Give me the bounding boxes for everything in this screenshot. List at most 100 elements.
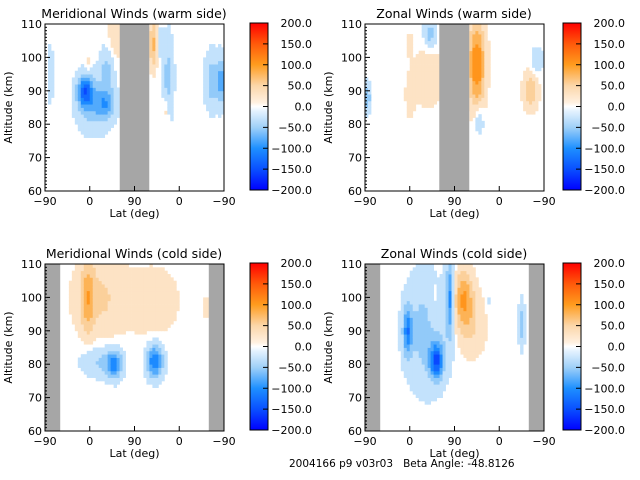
field-cell bbox=[427, 334, 432, 338]
field-cell bbox=[436, 57, 440, 62]
field-cell bbox=[415, 277, 420, 282]
field-cell bbox=[418, 314, 423, 318]
field-cell bbox=[143, 367, 147, 372]
field-cell bbox=[98, 314, 103, 318]
field-cell bbox=[92, 287, 97, 292]
field-cell bbox=[161, 374, 165, 378]
field-cell bbox=[472, 340, 476, 345]
field-cell bbox=[481, 50, 485, 55]
field-cell bbox=[104, 324, 109, 328]
field-cell bbox=[131, 314, 135, 318]
field-cell bbox=[116, 347, 120, 352]
field-cell bbox=[86, 320, 91, 325]
field-cell bbox=[218, 110, 222, 115]
field-cell bbox=[107, 330, 112, 335]
field-cell bbox=[104, 370, 109, 375]
field-cell bbox=[80, 354, 85, 358]
field-cell bbox=[463, 337, 467, 342]
field-cell bbox=[89, 340, 94, 345]
field-cell bbox=[436, 327, 440, 332]
field-cell bbox=[128, 287, 132, 292]
field-cell bbox=[460, 314, 464, 318]
field-cell bbox=[430, 30, 435, 35]
field-cell bbox=[98, 297, 103, 302]
field-cell bbox=[206, 104, 210, 108]
field-cell bbox=[415, 304, 420, 308]
field-cell bbox=[89, 77, 94, 82]
field-cell bbox=[92, 67, 97, 72]
field-cell bbox=[403, 340, 408, 345]
field-cell bbox=[520, 314, 524, 318]
field-cell bbox=[484, 77, 488, 82]
field-cell bbox=[409, 110, 414, 115]
field-cell bbox=[403, 330, 408, 335]
field-cell bbox=[161, 57, 165, 62]
field-cell bbox=[466, 310, 470, 315]
field-cell bbox=[430, 84, 435, 88]
field-cell bbox=[430, 304, 435, 308]
field-cell bbox=[475, 64, 479, 68]
field-cell bbox=[439, 284, 443, 288]
field-cell bbox=[107, 87, 112, 92]
field-cell bbox=[412, 377, 417, 382]
field-cell bbox=[448, 347, 452, 352]
field-cell bbox=[173, 280, 177, 285]
field-cell bbox=[517, 330, 521, 335]
field-cell bbox=[484, 334, 488, 338]
field-cell bbox=[161, 80, 165, 85]
field-cell bbox=[95, 327, 100, 332]
field-cell bbox=[221, 67, 225, 72]
field-cell bbox=[484, 57, 488, 62]
field-cell bbox=[77, 324, 82, 328]
x-tick-label: −90 bbox=[33, 435, 56, 448]
colorbar-tick-label: −100.0 bbox=[271, 382, 312, 395]
field-cell bbox=[167, 47, 171, 52]
field-cell bbox=[152, 277, 156, 282]
field-cell bbox=[427, 77, 432, 82]
field-cell bbox=[427, 300, 432, 305]
field-cell bbox=[215, 90, 219, 95]
field-cell bbox=[218, 50, 222, 55]
field-cell bbox=[158, 44, 162, 48]
field-cell bbox=[170, 80, 174, 85]
field-cell bbox=[457, 300, 461, 305]
field-cell bbox=[164, 357, 168, 362]
field-cell bbox=[451, 314, 455, 318]
field-cell bbox=[95, 360, 100, 365]
field-cell bbox=[152, 60, 156, 65]
field-cell bbox=[95, 70, 100, 75]
no-data-region bbox=[119, 24, 150, 191]
field-cell bbox=[535, 97, 539, 102]
field-cell bbox=[164, 284, 168, 288]
field-cell bbox=[116, 287, 120, 292]
field-cell bbox=[478, 334, 482, 338]
field-cell bbox=[430, 334, 435, 338]
field-cell bbox=[143, 374, 147, 378]
field-cell bbox=[143, 297, 147, 302]
field-cell bbox=[403, 367, 408, 372]
field-cell bbox=[469, 94, 473, 98]
field-cell bbox=[161, 44, 165, 48]
field-cell bbox=[164, 87, 168, 92]
field-cell bbox=[161, 37, 165, 42]
field-cell bbox=[457, 340, 461, 345]
field-cell bbox=[535, 94, 539, 98]
field-cell bbox=[98, 127, 103, 132]
field-cell bbox=[415, 270, 420, 275]
field-cell bbox=[143, 320, 147, 325]
field-cell bbox=[116, 107, 120, 112]
field-cell bbox=[155, 384, 159, 388]
field-cell bbox=[406, 337, 411, 342]
field-cell bbox=[98, 54, 103, 58]
field-cell bbox=[481, 304, 485, 308]
field-cell bbox=[451, 284, 455, 288]
field-cell bbox=[86, 60, 91, 65]
field-cell bbox=[134, 284, 138, 288]
field-cell bbox=[439, 380, 443, 385]
field-cell bbox=[164, 70, 168, 75]
field-cell bbox=[433, 57, 437, 62]
field-cell bbox=[104, 374, 109, 378]
field-cell bbox=[89, 374, 94, 378]
field-cell bbox=[478, 100, 482, 105]
field-cell bbox=[149, 370, 153, 375]
